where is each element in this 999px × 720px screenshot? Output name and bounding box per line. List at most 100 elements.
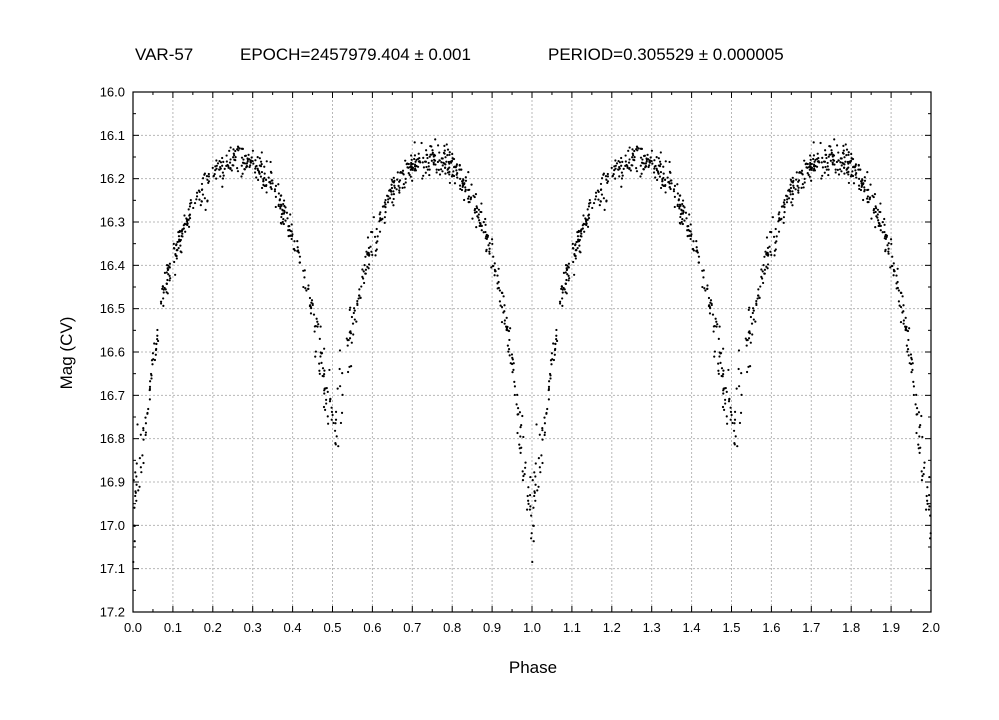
data-point bbox=[290, 234, 294, 238]
data-point bbox=[169, 277, 172, 280]
data-point bbox=[585, 220, 588, 223]
data-point bbox=[659, 163, 662, 166]
data-point bbox=[411, 166, 415, 169]
data-point bbox=[443, 152, 446, 155]
data-point bbox=[748, 332, 752, 335]
data-point bbox=[493, 274, 496, 277]
data-point bbox=[529, 505, 532, 508]
data-point bbox=[909, 362, 913, 366]
data-point bbox=[428, 155, 431, 158]
data-point bbox=[719, 352, 722, 355]
data-point bbox=[734, 435, 737, 438]
data-point bbox=[602, 197, 605, 200]
data-point bbox=[336, 387, 339, 390]
data-point bbox=[692, 240, 695, 243]
data-point bbox=[532, 506, 535, 509]
data-point bbox=[594, 191, 598, 194]
data-point bbox=[863, 176, 866, 179]
data-point bbox=[298, 255, 302, 258]
data-point bbox=[876, 208, 880, 211]
data-point bbox=[827, 173, 830, 177]
data-point bbox=[503, 322, 506, 325]
data-point bbox=[676, 192, 679, 195]
data-point bbox=[148, 385, 152, 388]
data-point bbox=[729, 406, 732, 409]
data-point bbox=[254, 165, 257, 168]
data-point bbox=[917, 443, 920, 446]
data-point bbox=[383, 221, 386, 224]
data-point bbox=[422, 166, 426, 169]
data-point bbox=[523, 472, 526, 476]
data-point bbox=[673, 184, 677, 187]
data-point bbox=[175, 249, 178, 252]
data-point bbox=[575, 240, 578, 244]
data-point bbox=[847, 151, 850, 154]
data-point bbox=[248, 165, 251, 169]
data-point bbox=[863, 179, 867, 182]
data-point bbox=[392, 190, 395, 193]
data-point bbox=[661, 183, 664, 186]
data-point bbox=[637, 147, 640, 150]
data-point bbox=[352, 311, 355, 315]
data-point bbox=[205, 174, 209, 178]
data-point bbox=[497, 280, 500, 284]
data-point bbox=[890, 242, 893, 246]
data-point bbox=[795, 178, 798, 181]
data-point bbox=[484, 223, 487, 226]
data-point bbox=[393, 186, 396, 189]
data-point bbox=[779, 218, 782, 221]
data-point bbox=[398, 186, 401, 189]
data-point bbox=[537, 457, 540, 460]
data-point bbox=[326, 390, 329, 393]
data-point bbox=[482, 231, 485, 234]
data-point bbox=[430, 159, 433, 162]
data-point bbox=[688, 234, 691, 237]
data-point bbox=[680, 220, 683, 224]
data-point bbox=[571, 242, 574, 246]
data-point bbox=[872, 207, 876, 211]
chart-title: VAR-57 EPOCH=2457979.404 ± 0.001 PERIOD=… bbox=[135, 45, 784, 64]
data-point bbox=[282, 202, 285, 206]
data-point bbox=[335, 435, 338, 438]
data-point bbox=[410, 154, 413, 157]
data-point bbox=[259, 175, 263, 178]
data-point bbox=[447, 160, 450, 164]
data-point bbox=[230, 169, 233, 172]
data-point bbox=[506, 325, 509, 328]
data-point bbox=[334, 442, 337, 445]
data-point bbox=[549, 374, 552, 377]
data-point bbox=[289, 229, 292, 233]
data-point bbox=[561, 304, 564, 307]
data-point bbox=[499, 304, 502, 307]
data-point bbox=[518, 411, 522, 414]
data-point bbox=[203, 173, 206, 176]
data-point bbox=[370, 230, 373, 234]
data-point bbox=[387, 198, 390, 201]
data-point bbox=[657, 171, 660, 174]
data-point bbox=[318, 369, 321, 372]
data-point bbox=[564, 264, 568, 267]
data-point bbox=[719, 361, 722, 364]
data-point bbox=[809, 161, 812, 165]
data-point bbox=[491, 242, 494, 246]
data-point bbox=[268, 181, 271, 184]
data-point bbox=[164, 288, 167, 291]
data-point bbox=[189, 202, 192, 205]
data-point bbox=[682, 209, 685, 213]
data-point bbox=[332, 421, 335, 425]
data-point bbox=[728, 398, 731, 401]
data-point bbox=[863, 188, 866, 191]
data-point bbox=[368, 253, 371, 256]
data-point bbox=[820, 161, 823, 164]
data-point bbox=[414, 160, 417, 163]
data-point bbox=[631, 148, 634, 151]
data-point bbox=[340, 411, 344, 414]
data-point bbox=[672, 188, 676, 191]
data-point bbox=[464, 176, 467, 179]
data-point bbox=[907, 354, 910, 357]
title-epoch: EPOCH=2457979.404 ± 0.001 bbox=[240, 45, 471, 64]
data-point bbox=[469, 198, 472, 201]
data-point bbox=[310, 299, 314, 302]
data-point bbox=[661, 179, 664, 183]
data-point bbox=[134, 494, 137, 498]
